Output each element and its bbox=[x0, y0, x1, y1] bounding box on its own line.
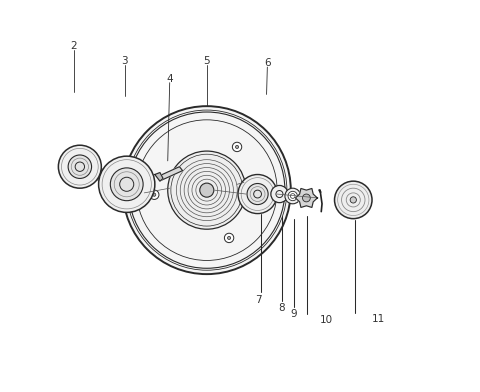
Polygon shape bbox=[296, 189, 317, 207]
Circle shape bbox=[236, 145, 239, 149]
Circle shape bbox=[110, 168, 143, 201]
Circle shape bbox=[335, 181, 372, 219]
Circle shape bbox=[350, 197, 357, 203]
Text: 3: 3 bbox=[121, 56, 128, 66]
Text: 6: 6 bbox=[264, 58, 271, 68]
Circle shape bbox=[98, 156, 155, 212]
Circle shape bbox=[200, 183, 214, 197]
Text: 10: 10 bbox=[319, 315, 333, 325]
Text: 11: 11 bbox=[372, 314, 385, 324]
Circle shape bbox=[238, 174, 277, 214]
Circle shape bbox=[224, 233, 234, 243]
Text: 8: 8 bbox=[278, 303, 285, 314]
Text: 7: 7 bbox=[255, 294, 262, 305]
Circle shape bbox=[59, 145, 101, 188]
Circle shape bbox=[153, 193, 156, 196]
Circle shape bbox=[302, 194, 310, 202]
Circle shape bbox=[232, 142, 242, 152]
Text: 4: 4 bbox=[167, 74, 173, 84]
Circle shape bbox=[168, 151, 246, 229]
Polygon shape bbox=[158, 167, 182, 180]
Text: 9: 9 bbox=[290, 309, 297, 319]
Circle shape bbox=[123, 106, 291, 274]
Circle shape bbox=[150, 190, 159, 200]
Circle shape bbox=[285, 188, 300, 204]
Circle shape bbox=[271, 185, 288, 203]
Text: 5: 5 bbox=[204, 56, 210, 66]
Circle shape bbox=[228, 236, 231, 240]
Circle shape bbox=[247, 183, 268, 205]
Circle shape bbox=[68, 155, 92, 178]
Circle shape bbox=[288, 191, 298, 201]
Polygon shape bbox=[155, 172, 163, 181]
Text: 2: 2 bbox=[71, 41, 77, 51]
